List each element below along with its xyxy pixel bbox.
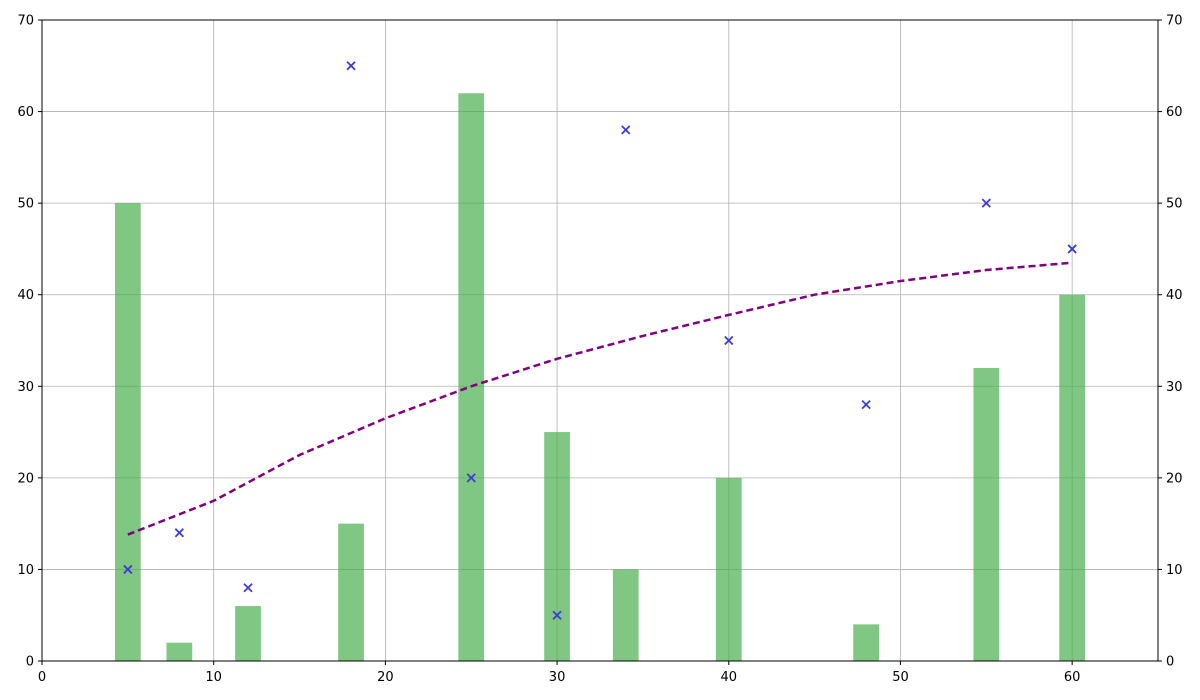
scatter-point-stroke xyxy=(621,125,631,135)
trend-line xyxy=(127,261,1073,536)
scatter-point-stroke xyxy=(1067,244,1077,254)
bar xyxy=(544,432,570,661)
y2-tick-label: 40 xyxy=(1166,288,1183,303)
y2-tick-label: 70 xyxy=(1166,14,1183,29)
scatter-point xyxy=(174,528,184,538)
scatter-point-stroke xyxy=(552,610,562,620)
scatter-point xyxy=(981,198,991,208)
bar xyxy=(853,624,879,661)
scatter-point xyxy=(243,583,253,593)
y-tick-label: 30 xyxy=(17,380,34,395)
x-tick-label: 20 xyxy=(377,670,394,685)
scatter-point-stroke xyxy=(981,198,991,208)
x-tick-label: 60 xyxy=(1064,670,1081,685)
scatter-point-stroke xyxy=(174,528,184,538)
scatter-point xyxy=(552,610,562,620)
y2-tick-label: 50 xyxy=(1166,197,1183,212)
bar xyxy=(338,523,364,661)
y2-tick-label: 10 xyxy=(1166,563,1183,578)
scatter-point-stroke xyxy=(243,583,253,593)
bar xyxy=(114,203,141,661)
scatter-point xyxy=(724,335,734,346)
x-tick-label: 40 xyxy=(720,670,737,685)
bar xyxy=(1059,294,1086,661)
y2-tick-label: 20 xyxy=(1166,471,1183,486)
scatter-point xyxy=(861,399,871,410)
scatter-point xyxy=(1067,244,1077,254)
x-tick-label: 10 xyxy=(205,670,222,685)
plot-frame xyxy=(41,19,1159,662)
axes: 0 10 20 30 40 50 60 0 10 20 30 40 50 60 70 0 10 20 30 40 50 6… xyxy=(17,14,1182,686)
scatter-point xyxy=(123,564,133,575)
y-tick-label: 10 xyxy=(17,563,34,578)
y2-tick-label: 0 xyxy=(1166,655,1174,670)
x-tick-label: 30 xyxy=(549,670,566,685)
y-tick-label: 70 xyxy=(17,14,34,29)
bar xyxy=(166,642,193,661)
y-tick-label: 20 xyxy=(17,471,34,486)
scatter-series xyxy=(123,61,1077,620)
x-tick-label: 50 xyxy=(892,670,909,685)
bar xyxy=(458,93,485,661)
y-tick-label: 0 xyxy=(26,655,34,670)
x-tick-label: 0 xyxy=(38,670,46,685)
scatter-point-stroke xyxy=(346,61,356,71)
bar xyxy=(612,569,639,661)
bar xyxy=(715,477,742,661)
y-tick-label: 60 xyxy=(17,105,34,120)
scatter-point-stroke xyxy=(466,473,476,483)
y2-tick-label: 60 xyxy=(1166,105,1183,120)
scatter-point xyxy=(466,473,476,483)
y2-tick-label: 30 xyxy=(1166,380,1183,395)
bar xyxy=(235,606,261,661)
scatter-point-stroke xyxy=(123,564,133,575)
scatter-point-stroke xyxy=(861,399,871,410)
y-tick-label: 50 xyxy=(17,197,34,212)
bar xyxy=(973,367,1000,661)
scatter-point-stroke xyxy=(724,335,734,346)
scatter-point xyxy=(621,125,631,135)
trend-line-series xyxy=(127,261,1073,536)
y-tick-label: 40 xyxy=(17,288,34,303)
bar-series xyxy=(114,93,1086,661)
scatter-point xyxy=(346,61,356,71)
